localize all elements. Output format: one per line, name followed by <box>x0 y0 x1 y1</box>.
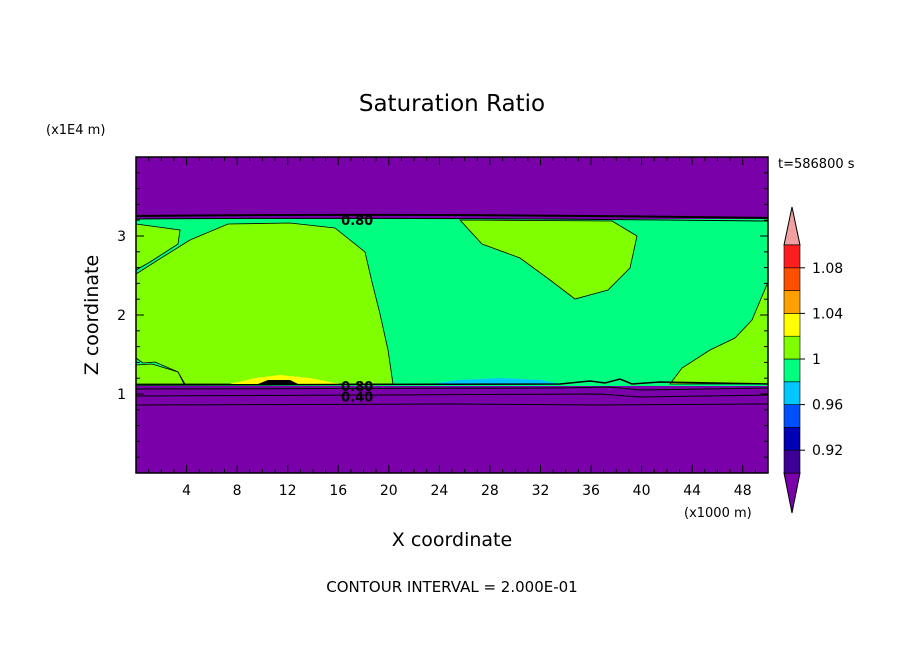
x-axis-label: X coordinate <box>392 529 512 551</box>
y-tick-label: 3 <box>117 229 126 245</box>
colorbar-swatch-3 <box>783 381 801 405</box>
contour-line-top <box>135 213 769 219</box>
y-tick-label: 1 <box>117 387 126 403</box>
colorbar-swatch-9 <box>783 244 801 269</box>
x-tick-label: 28 <box>481 483 499 499</box>
x-tick-label: 44 <box>683 483 701 499</box>
x-tick-label: 12 <box>279 483 297 499</box>
colorbar-swatch-1 <box>783 427 801 451</box>
x-tick-label: 40 <box>633 483 651 499</box>
colorbar-swatch-2 <box>783 404 801 428</box>
contour-line-low-1 <box>135 378 769 386</box>
colorbar-label: 1 <box>812 352 821 368</box>
contour-line-low-2 <box>135 386 769 391</box>
colorbar-swatch-4 <box>783 358 801 383</box>
x-tick-label: 24 <box>430 483 448 499</box>
x-tick-label: 36 <box>582 483 600 499</box>
y-axis: 1 2 3 <box>117 172 768 458</box>
colorbar-label: 0.96 <box>812 398 843 414</box>
colorbar-swatch-6 <box>783 313 801 337</box>
x-tick-label: 20 <box>380 483 398 499</box>
contour-line-low-4 <box>135 403 769 406</box>
y-axis-label: Z coordinate <box>81 255 103 375</box>
colorbar: 0.92 0.96 1 1.04 1.08 <box>783 206 843 514</box>
field-high-black <box>258 380 298 384</box>
x-tick-label: 16 <box>329 483 347 499</box>
field-high-yellow <box>230 375 340 384</box>
contour-label-2: 0.40 <box>341 390 373 405</box>
contour-label-1: 0.80 <box>341 380 373 395</box>
x-tick-label: 48 <box>734 483 752 499</box>
colorbar-arrow-top <box>783 206 801 246</box>
x-axis: 4 8 12 16 20 24 28 32 36 40 44 48 <box>148 157 756 499</box>
contour-line-top-2 <box>135 217 769 222</box>
y-unit-label: (x1E4 m) <box>46 123 105 138</box>
time-label: t=586800 s <box>778 157 855 172</box>
colorbar-arrow-bottom <box>783 472 801 514</box>
contour-field <box>135 157 769 473</box>
colorbar-label: 1.08 <box>812 261 843 277</box>
footer-contour-interval: CONTOUR INTERVAL = 2.000E-01 <box>326 578 577 596</box>
colorbar-swatch-5 <box>783 335 801 360</box>
field-low-cyan <box>430 378 560 384</box>
contour-label-0: 0.80 <box>341 214 373 229</box>
y-tick-label: 2 <box>117 308 126 324</box>
x-tick-label: 4 <box>182 483 191 499</box>
x-unit-label: (x1000 m) <box>684 506 752 521</box>
chart-title: Saturation Ratio <box>359 91 545 117</box>
field-region-left <box>135 222 394 385</box>
x-tick-label: 8 <box>233 483 242 499</box>
colorbar-label: 1.04 <box>812 306 843 322</box>
contour-labels: 0.800.800.40 <box>341 214 373 405</box>
colorbar-label: 0.92 <box>812 443 843 459</box>
contour-line-low-3 <box>135 393 769 398</box>
colorbar-swatch-8 <box>783 267 801 291</box>
x-tick-label: 32 <box>532 483 550 499</box>
colorbar-swatch-0 <box>783 449 801 474</box>
colorbar-swatch-7 <box>783 290 801 314</box>
field-region-middle <box>459 219 638 300</box>
